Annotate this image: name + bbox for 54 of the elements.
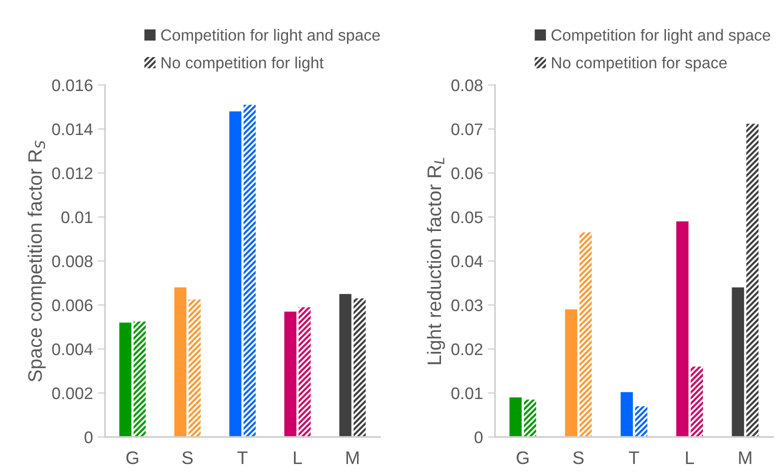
legend-label: No competition for space — [552, 56, 727, 72]
y-tick-label: 0.012 — [52, 167, 92, 180]
y-tick-label: 0.05 — [451, 211, 482, 224]
y-tick-label: 0.008 — [52, 255, 92, 268]
y-tick-label: 0.06 — [451, 167, 482, 180]
legend-label: Competition for light and space — [161, 29, 380, 44]
bar — [524, 400, 536, 437]
y-tick-label: 0.016 — [52, 79, 92, 92]
bar — [676, 221, 688, 437]
bar — [746, 124, 759, 437]
bar — [174, 287, 186, 437]
y-tick-label: 0 — [84, 431, 93, 444]
bar — [690, 366, 703, 437]
x-tick-label: S — [182, 451, 193, 464]
x-tick-label: G — [126, 451, 138, 464]
y-tick-label: 0.03 — [451, 299, 482, 312]
y-tick-label: 0.08 — [451, 79, 482, 92]
x-tick-label: T — [237, 452, 248, 464]
bar — [119, 322, 132, 437]
x-tick-label: M — [346, 452, 359, 464]
bar — [732, 287, 744, 437]
legend-label: No competition for light — [162, 56, 324, 72]
x-tick-label: S — [573, 451, 584, 464]
bar — [339, 294, 352, 437]
x-tick-label: L — [294, 452, 302, 464]
bar — [509, 397, 522, 437]
y-tick-label: 0.02 — [451, 343, 482, 356]
bar — [298, 307, 311, 437]
y-tick-label: 0.006 — [52, 299, 92, 312]
y-tick-label: 0.01 — [61, 211, 92, 224]
bar — [580, 232, 592, 437]
y-tick-label: 0.004 — [52, 343, 93, 356]
x-tick-label: T — [628, 452, 640, 464]
legend-label: Competition for light and space — [552, 29, 770, 44]
y-tick-label: 0.01 — [451, 387, 482, 400]
y-tick-label: 0 — [474, 431, 483, 444]
y-axis-title: Space competition factor R$_{S}$ — [28, 140, 46, 382]
y-axis-title: Light reduction factor R$_{L}$ — [426, 158, 446, 364]
bar — [620, 392, 633, 437]
bar — [188, 300, 201, 437]
x-tick-label: M — [739, 452, 752, 464]
bar — [635, 406, 648, 437]
bar — [134, 322, 146, 437]
bar — [354, 298, 366, 437]
x-tick-label: G — [516, 451, 528, 464]
bar — [565, 309, 578, 437]
y-tick-label: 0.04 — [451, 255, 483, 268]
y-tick-label: 0.014 — [52, 123, 93, 136]
y-tick-label: 0.002 — [52, 387, 92, 400]
x-tick-label: L — [686, 452, 694, 464]
bar — [284, 312, 296, 437]
bar — [229, 111, 242, 437]
y-tick-label: 0.07 — [451, 123, 482, 136]
bar — [244, 104, 256, 437]
